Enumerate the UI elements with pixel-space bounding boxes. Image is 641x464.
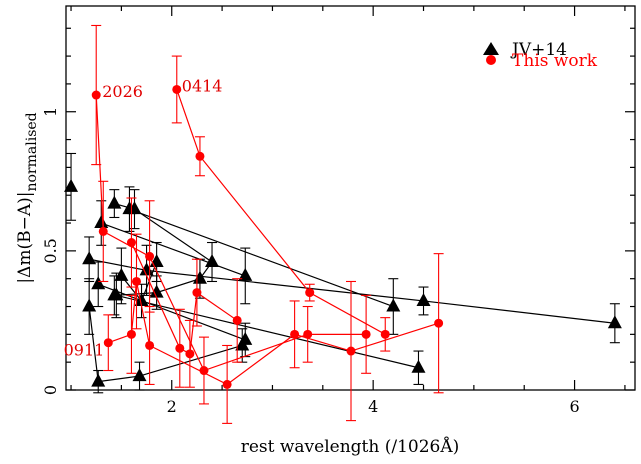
series-line xyxy=(116,294,419,369)
data-point-circle xyxy=(199,366,209,376)
series-line xyxy=(101,222,246,277)
data-point-circle xyxy=(222,379,232,389)
data-point-triangle xyxy=(607,315,622,329)
data-point-triangle xyxy=(91,276,106,290)
y-axis-title-subscript: normalised xyxy=(24,112,40,191)
legend-marker-this-work xyxy=(486,55,496,65)
data-point-circle xyxy=(126,238,136,248)
legend-marker-jv14 xyxy=(483,42,499,55)
series-line xyxy=(108,281,439,386)
data-point-circle xyxy=(172,84,182,94)
series-line xyxy=(88,306,243,383)
x-tick-label: 4 xyxy=(368,397,378,416)
data-point-triangle xyxy=(134,292,149,306)
legend-label-this-work: This work xyxy=(512,51,598,71)
legend: JV+14 This work xyxy=(483,40,598,71)
series-line xyxy=(176,89,386,335)
series-jv-14 xyxy=(64,152,622,394)
y-tick-label: 1 xyxy=(41,107,60,117)
data-point-triangle xyxy=(132,368,147,382)
x-axis-title: rest wavelength (/1026Å) xyxy=(241,436,460,457)
data-point-circle xyxy=(91,90,101,100)
data-point-triangle xyxy=(149,284,164,298)
data-point-circle xyxy=(195,151,205,161)
series-line xyxy=(129,208,394,308)
data-point-circle xyxy=(290,329,300,339)
annotation-2026: 2026 xyxy=(102,82,143,101)
data-point-circle xyxy=(126,329,136,339)
y-tick-labels: 00.51 xyxy=(41,107,60,395)
data-point-triangle xyxy=(386,298,401,312)
legend-label-jv14: JV+14 xyxy=(510,40,567,60)
data-point-triangle xyxy=(82,298,97,312)
data-point-circle xyxy=(346,346,356,356)
series-line xyxy=(95,95,367,372)
data-point-circle xyxy=(145,340,155,350)
annotation-0414: 0414 xyxy=(182,76,223,95)
series-line xyxy=(89,258,615,324)
x-tick-labels: 2 4 6 xyxy=(167,397,580,416)
data-point-circle xyxy=(303,329,313,339)
data-point-triangle xyxy=(82,251,97,265)
svg-text:|Δm(B−A)|normalised: |Δm(B−A)|normalised xyxy=(15,112,40,283)
y-tick-label: 0.5 xyxy=(41,238,60,263)
data-point-triangle xyxy=(122,201,137,215)
data-point-circle xyxy=(192,288,202,298)
x-tick-label: 6 xyxy=(569,397,579,416)
series-this-work xyxy=(91,24,444,424)
data-point-triangle xyxy=(91,373,106,387)
data-point-circle xyxy=(434,318,444,328)
data-point-triangle xyxy=(107,195,122,209)
data-point-triangle xyxy=(238,331,253,345)
y-axis-title-main: |Δm(B−A)| xyxy=(15,192,35,284)
data-point-triangle xyxy=(114,267,129,281)
annotation-layer: 2026 0414 0911 xyxy=(64,76,223,359)
series-line xyxy=(98,283,246,341)
data-point-circle xyxy=(361,329,371,339)
y-tick-label: 0 xyxy=(41,385,60,395)
data-point-circle xyxy=(380,329,390,339)
data-point-circle xyxy=(175,343,185,353)
data-point-circle xyxy=(98,226,108,236)
data-point-circle xyxy=(232,315,242,325)
series-layer xyxy=(64,24,622,424)
data-point-triangle xyxy=(64,178,79,192)
data-point-circle xyxy=(103,338,113,348)
data-point-triangle xyxy=(94,215,109,229)
x-tick-label: 2 xyxy=(167,397,177,416)
data-point-triangle xyxy=(411,359,426,373)
y-axis-title: |Δm(B−A)|normalised xyxy=(15,112,40,283)
data-point-circle xyxy=(131,276,141,286)
data-point-triangle xyxy=(416,292,431,306)
data-point-triangle xyxy=(238,267,253,281)
axis-ticks xyxy=(66,6,635,391)
data-point-circle xyxy=(185,349,195,359)
data-point-triangle xyxy=(109,287,124,301)
data-point-circle xyxy=(305,288,315,298)
data-point-circle xyxy=(145,251,155,261)
data-point-triangle xyxy=(205,254,220,267)
annotation-0911: 0911 xyxy=(64,341,105,360)
